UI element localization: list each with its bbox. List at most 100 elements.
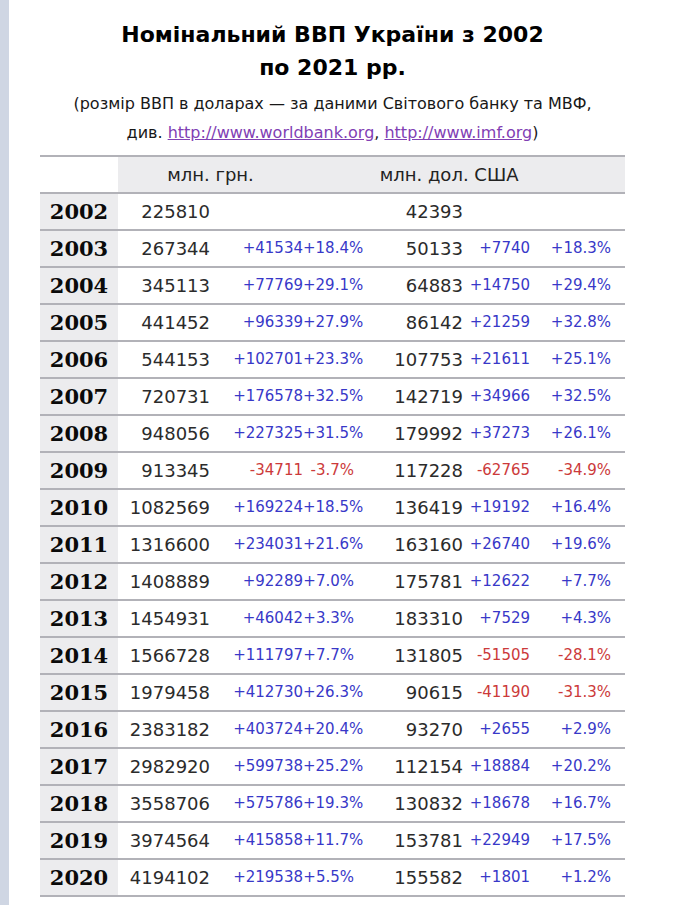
usd-change-cell: +19192 (463, 489, 530, 526)
uah-change-cell: +599738 (210, 748, 303, 785)
uah-value-cell: 1566728 (118, 637, 210, 674)
uah-change-pct-cell: +32.5% (303, 378, 368, 415)
uah-value-cell: 2982920 (118, 748, 210, 785)
usd-change-cell: +21611 (463, 341, 530, 378)
usd-value-cell: 131805 (368, 637, 463, 674)
uah-value-cell: 4194102 (118, 859, 210, 896)
year-cell: 2010 (40, 489, 118, 526)
table-row: 2004345113+77769+29.1%64883+14750+29.4% (40, 267, 625, 304)
usd-change-cell: +1801 (463, 859, 530, 896)
year-cell: 2015 (40, 674, 118, 711)
usd-value-cell: 163160 (368, 526, 463, 563)
page-title: Номінальний ВВП України з 2002 по 2021 р… (40, 18, 625, 84)
usd-change-pct-cell: +20.2% (530, 748, 625, 785)
usd-value-cell: 112154 (368, 748, 463, 785)
usd-change-pct-cell: +1.2% (530, 859, 625, 896)
usd-change-pct-cell: -28.1% (530, 637, 625, 674)
uah-change-cell: +234031 (210, 526, 303, 563)
table-row: 2009913345-34711-3.7%117228-62765-34.9% (40, 452, 625, 489)
uah-value-cell: 913345 (118, 452, 210, 489)
uah-change-cell: +92289 (210, 563, 303, 600)
uah-change-pct-cell: +11.7% (303, 822, 368, 859)
uah-change-pct-cell: +7.7% (303, 637, 368, 674)
table-row: 20193974564+415858+11.7%153781+22949+17.… (40, 822, 625, 859)
uah-change-pct-cell: +25.2% (303, 748, 368, 785)
usd-change-cell: +34966 (463, 378, 530, 415)
uah-change-pct-cell: +26.3% (303, 674, 368, 711)
imf-link[interactable]: http://www.imf.org (384, 123, 532, 142)
uah-change-pct-cell (303, 193, 368, 230)
table-row: 2008948056+227325+31.5%179992+37273+26.1… (40, 415, 625, 452)
usd-change-cell: +2655 (463, 711, 530, 748)
usd-change-cell: +14750 (463, 267, 530, 304)
usd-change-cell: +37273 (463, 415, 530, 452)
uah-change-pct-cell: +27.9% (303, 304, 368, 341)
gdp-table: млн. грн. млн. дол. США 2002225810423932… (40, 155, 625, 897)
usd-change-pct-cell (530, 193, 625, 230)
uah-value-cell: 720731 (118, 378, 210, 415)
table-row: 20101082569+169224+18.5%136419+19192+16.… (40, 489, 625, 526)
usd-value-cell: 153781 (368, 822, 463, 859)
uah-change-pct-cell: +19.3% (303, 785, 368, 822)
usd-change-cell: +21259 (463, 304, 530, 341)
uah-value-cell: 267344 (118, 230, 210, 267)
usd-change-cell: +18678 (463, 785, 530, 822)
usd-change-cell: +22949 (463, 822, 530, 859)
usd-value-cell: 64883 (368, 267, 463, 304)
table-row: 200222581042393 (40, 193, 625, 230)
usd-change-pct-cell: +25.1% (530, 341, 625, 378)
usd-change-pct-cell: +18.3% (530, 230, 625, 267)
uah-change-pct-cell: +5.5% (303, 859, 368, 896)
worldbank-link[interactable]: http://www.worldbank.org (168, 123, 375, 142)
uah-value-cell: 225810 (118, 193, 210, 230)
col-header-empty (40, 156, 118, 193)
year-cell: 2020 (40, 859, 118, 896)
subtitle-separator: , (374, 123, 384, 142)
usd-change-pct-cell: -34.9% (530, 452, 625, 489)
usd-value-cell: 117228 (368, 452, 463, 489)
year-cell: 2018 (40, 785, 118, 822)
usd-change-cell: +7529 (463, 600, 530, 637)
uah-change-cell: +41534 (210, 230, 303, 267)
uah-change-cell: +415858 (210, 822, 303, 859)
page-title-line-1: Номінальний ВВП України з 2002 (40, 18, 625, 51)
table-row: 20172982920+599738+25.2%112154+18884+20.… (40, 748, 625, 785)
usd-change-cell: +18884 (463, 748, 530, 785)
usd-change-pct-cell: +17.5% (530, 822, 625, 859)
page-left-gutter (0, 0, 9, 905)
uah-change-pct-cell: -3.7% (303, 452, 368, 489)
uah-change-cell: +219538 (210, 859, 303, 896)
year-cell: 2016 (40, 711, 118, 748)
uah-value-cell: 1979458 (118, 674, 210, 711)
usd-value-cell: 90615 (368, 674, 463, 711)
year-cell: 2007 (40, 378, 118, 415)
uah-change-cell (210, 193, 303, 230)
year-cell: 2006 (40, 341, 118, 378)
usd-change-pct-cell: +7.7% (530, 563, 625, 600)
usd-value-cell: 93270 (368, 711, 463, 748)
uah-change-cell: +403724 (210, 711, 303, 748)
usd-value-cell: 107753 (368, 341, 463, 378)
usd-change-pct-cell: +32.8% (530, 304, 625, 341)
usd-change-pct-cell: +4.3% (530, 600, 625, 637)
year-cell: 2005 (40, 304, 118, 341)
usd-change-cell: -51505 (463, 637, 530, 674)
col-header-uah: млн. грн. (118, 156, 368, 193)
subtitle-suffix: ) (532, 123, 538, 142)
uah-value-cell: 544153 (118, 341, 210, 378)
table-header-row: млн. грн. млн. дол. США (40, 156, 625, 193)
year-cell: 2012 (40, 563, 118, 600)
usd-change-cell: +26740 (463, 526, 530, 563)
usd-value-cell: 155582 (368, 859, 463, 896)
usd-change-pct-cell: +19.6% (530, 526, 625, 563)
uah-change-pct-cell: +18.5% (303, 489, 368, 526)
table-row: 2003267344+41534+18.4%50133+7740+18.3% (40, 230, 625, 267)
uah-value-cell: 441452 (118, 304, 210, 341)
uah-change-pct-cell: +21.6% (303, 526, 368, 563)
year-cell: 2019 (40, 822, 118, 859)
usd-change-pct-cell: +32.5% (530, 378, 625, 415)
usd-value-cell: 42393 (368, 193, 463, 230)
subtitle-see-label: див. (127, 123, 168, 142)
page-content: Номінальний ВВП України з 2002 по 2021 р… (40, 18, 625, 897)
table-row: 2005441452+96339+27.9%86142+21259+32.8% (40, 304, 625, 341)
